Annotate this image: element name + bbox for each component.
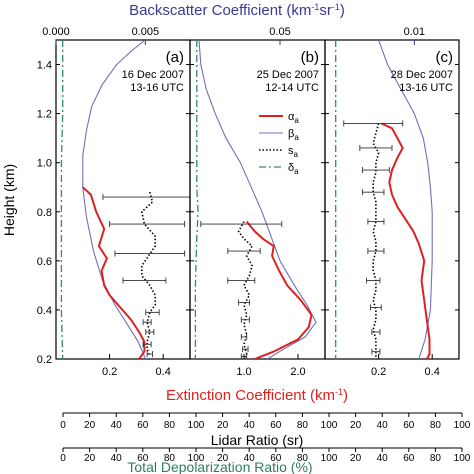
s-series-line [237, 221, 254, 359]
bottom-axes: Extinction Coefficient (km-1) 0 20 40 60 80 10… [60, 387, 471, 474]
legend-delta-label: δa [288, 162, 299, 176]
depol-tick-label: 80 [297, 453, 309, 464]
s-series-line [372, 123, 380, 359]
alpha-series-line [245, 220, 313, 359]
depol-tick-label: 60 [137, 453, 149, 464]
depol-tick-label: 20 [350, 453, 362, 464]
beta-series-line [378, 40, 433, 359]
y-tick-label: 0.6 [37, 256, 52, 268]
lidar-ratio-tick-label: 60 [270, 420, 282, 431]
depol-tick-label: 100 [321, 453, 338, 464]
lidar-ratio-tick-label: 40 [111, 420, 123, 431]
top-axis-title-text: Backscatter Coefficient (km-1sr-1) [129, 2, 345, 19]
lidar-ratio-tick-label: 20 [217, 420, 229, 431]
depol-tick-label: 100 [188, 453, 205, 464]
panel-time: 13-16 UTC [130, 82, 184, 94]
panel-date: 16 Dec 2007 [122, 69, 184, 81]
lidar-ratio-tick-label: 20 [84, 420, 96, 431]
y-tick-label: 1.2 [37, 109, 52, 121]
ext-tick-label: 2.0 [290, 366, 305, 378]
lidar-ratio-tick-label: 100 [321, 420, 338, 431]
panel-frame [324, 39, 460, 360]
panel-series [60, 40, 190, 359]
depol-tick-label: 40 [377, 453, 389, 464]
panel-series [335, 40, 433, 359]
y-tick-label: 1.4 [37, 60, 52, 72]
legend-alpha-label: αa [288, 111, 299, 125]
depol-tick-label: 20 [84, 453, 96, 464]
delta-series-line [60, 40, 64, 359]
y-tick-label: 0.8 [37, 207, 52, 219]
delta-series-line [194, 40, 199, 359]
legend-beta-label: βa [288, 128, 299, 142]
chart-legend: αa βa sa δa [259, 111, 299, 176]
depol-tick-label: 20 [217, 453, 229, 464]
panel-date: 25 Dec 2007 [257, 69, 319, 81]
depol-axis-title: Total Depolarization Ratio (%) [127, 459, 312, 474]
y-axis-title: Height (km) [1, 164, 17, 236]
panel-label: (b) [301, 49, 319, 66]
lidar-ratio-tick-label: 0 [60, 420, 66, 431]
depol-tick-label: 40 [111, 453, 123, 464]
depol-tick-label: 40 [244, 453, 256, 464]
ext-tick-label: 1.0 [236, 366, 251, 378]
ext-tick-label: 0.2 [102, 366, 117, 378]
lidar-ratio-tick-label: 100 [188, 420, 205, 431]
panel-label: (a) [166, 49, 184, 66]
ext-tick-label: 0.2 [371, 366, 386, 378]
lidar-ratio-tick-label: 100 [454, 420, 471, 431]
lidar-ratio-tick-label: 20 [350, 420, 362, 431]
lidar-ratio-tick-label: 60 [403, 420, 415, 431]
alpha-series-line [82, 186, 146, 359]
lidar-ratio-axis-title: Lidar Ratio (sr) [211, 432, 304, 448]
bsc-tick-label: 0.005 [132, 26, 160, 38]
lidar-ratio-tick-label: 40 [244, 420, 256, 431]
bsc-tick-label: 0.000 [42, 26, 70, 38]
lidar-ratio-tick-label: 80 [297, 420, 309, 431]
legend-s-label: sa [288, 145, 299, 159]
bsc-tick-label: 0.05 [269, 26, 290, 38]
panel-time: 13-16 UTC [399, 82, 453, 94]
depol-tick-label: 60 [270, 453, 282, 464]
depol-tick-label: 100 [454, 453, 471, 464]
y-tick-label: 0.4 [37, 305, 52, 317]
y-axis: 0.2 0.4 0.6 0.8 1.0 1.2 1.4 Height (km) [1, 60, 52, 366]
y-tick-label: 1.0 [37, 158, 52, 170]
bsc-tick-label: 0.01 [404, 26, 425, 38]
top-axis-title: Backscatter Coefficient (km-1sr-1) [129, 2, 345, 19]
extinction-axis-title: Extinction Coefficient (km-1) [166, 387, 348, 404]
depol-tick-label: 80 [430, 453, 442, 464]
panel-time: 12-14 UTC [265, 82, 319, 94]
y-tick-label: 0.2 [37, 354, 52, 366]
lidar-ratio-tick-label: 40 [377, 420, 389, 431]
panel-series [194, 40, 317, 359]
ext-tick-label: 0.4 [156, 366, 171, 378]
depol-tick-label: 0 [60, 453, 66, 464]
panel-date: 28 Dec 2007 [391, 69, 453, 81]
depol-tick-label: 60 [403, 453, 415, 464]
panel-label: (c) [436, 49, 454, 66]
lidar-ratio-tick-label: 80 [164, 420, 176, 431]
beta-series-line [82, 40, 146, 359]
depol-tick-label: 80 [164, 453, 176, 464]
s-series-line [140, 191, 156, 357]
alpha-series-line [380, 122, 431, 359]
lidar-ratio-tick-label: 60 [137, 420, 149, 431]
lidar-ratio-tick-label: 80 [430, 420, 442, 431]
ext-tick-label: 0.4 [425, 366, 440, 378]
